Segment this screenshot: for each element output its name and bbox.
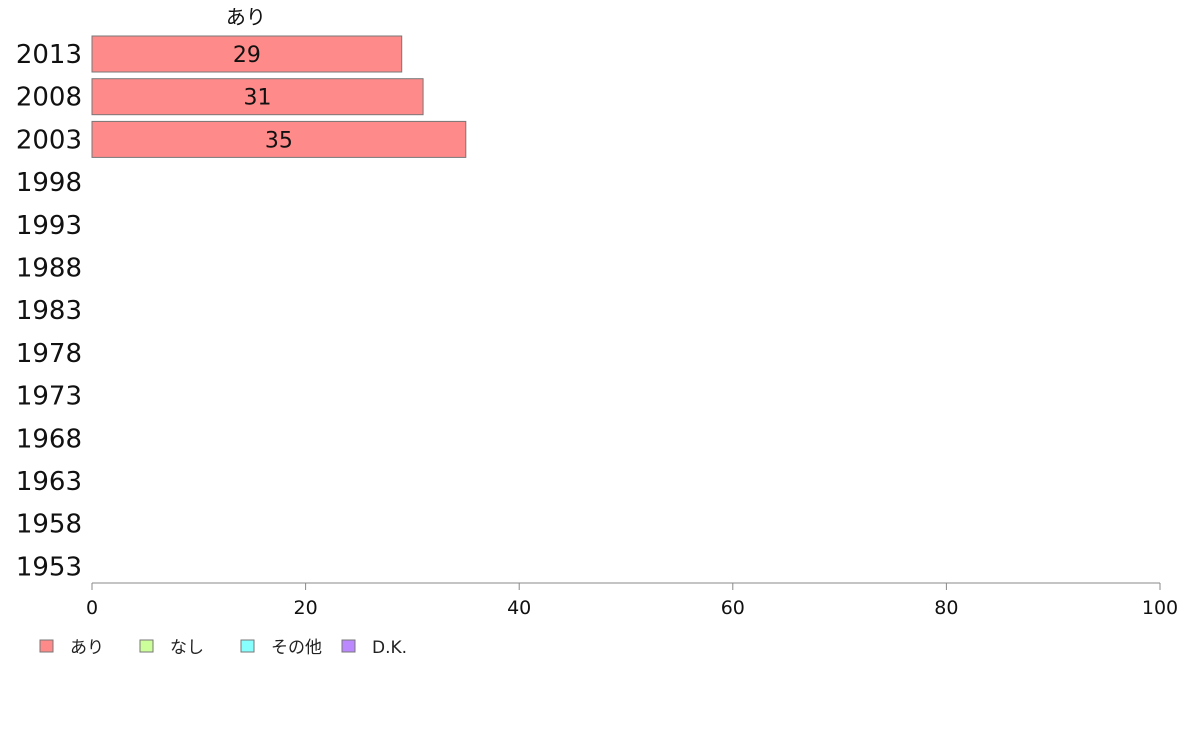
legend-swatch [139, 639, 154, 653]
year-label: 1958 [16, 510, 82, 540]
year-label: 1993 [16, 211, 82, 241]
legend-swatch [240, 639, 255, 653]
legend-swatch [341, 639, 356, 653]
x-axis: 0 20 40 60 80 100 [86, 582, 1178, 619]
bar-value-label: 31 [244, 86, 272, 111]
x-tick-label: 40 [507, 597, 531, 619]
year-label: 2003 [16, 125, 82, 155]
bar-2008-0 [91, 78, 424, 116]
legend-label: D.K. [372, 638, 407, 658]
year-label: 1983 [16, 296, 82, 326]
year-label: 2013 [16, 40, 82, 70]
year-label: 1963 [16, 467, 82, 497]
x-tick-label: 60 [721, 597, 745, 619]
bar-value-label: 35 [265, 128, 293, 153]
year-label: 1978 [16, 339, 82, 369]
year-label: 1968 [16, 424, 82, 454]
y-axis-labels: 2013 2008 2003 1998 1993 1988 1983 1978 1973 1968… [16, 40, 82, 582]
bars-group: 29 31 35 [91, 35, 467, 158]
series-title: あり [226, 5, 266, 29]
year-label: 1973 [16, 382, 82, 412]
legend-swatch [39, 639, 54, 653]
legend-label: その他 [271, 638, 322, 658]
x-tick-label: 20 [294, 597, 318, 619]
bar-2013-0 [91, 35, 403, 73]
x-tick-label: 80 [934, 597, 958, 619]
year-label: 2008 [16, 83, 82, 113]
year-label: 1953 [16, 552, 82, 582]
bar-value-label: 29 [233, 43, 261, 68]
bar-2003-0 [91, 120, 467, 158]
x-tick-label: 0 [86, 597, 98, 619]
legend: あり なし その他 D.K. [39, 638, 407, 658]
legend-label: あり [70, 638, 104, 658]
x-tick-label: 100 [1142, 597, 1178, 619]
year-label: 1998 [16, 168, 82, 198]
legend-label: なし [170, 638, 204, 658]
year-label: 1988 [16, 254, 82, 284]
